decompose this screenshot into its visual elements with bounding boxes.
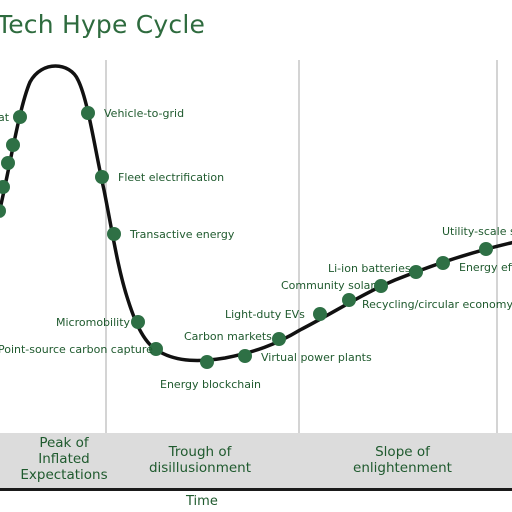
tech-node[interactable] bbox=[272, 332, 286, 346]
tech-node[interactable] bbox=[0, 204, 6, 218]
tech-node[interactable] bbox=[238, 349, 252, 363]
tech-labels: at Vehicle-to-grid Fleet electrification… bbox=[0, 107, 512, 391]
tech-label: Recycling/circular economy bbox=[362, 298, 512, 311]
tech-node[interactable] bbox=[374, 279, 388, 293]
time-axis-line bbox=[0, 488, 512, 491]
tech-node[interactable] bbox=[200, 355, 214, 369]
tech-label: Transactive energy bbox=[129, 228, 235, 241]
page-title: Tech Hype Cycle bbox=[0, 10, 206, 39]
tech-label: Carbon markets bbox=[184, 330, 272, 343]
tech-label: Point-source carbon capture bbox=[0, 343, 153, 356]
tech-label: Community solar bbox=[281, 279, 375, 292]
tech-node[interactable] bbox=[149, 342, 163, 356]
tech-node[interactable] bbox=[95, 170, 109, 184]
tech-node[interactable] bbox=[1, 156, 15, 170]
tech-label: Li-ion batteries bbox=[328, 262, 411, 275]
tech-node[interactable] bbox=[409, 265, 423, 279]
phase-band bbox=[0, 433, 512, 488]
tech-label: Fleet electrification bbox=[118, 171, 224, 184]
tech-node[interactable] bbox=[436, 256, 450, 270]
tech-node[interactable] bbox=[107, 227, 121, 241]
tech-label: Energy blockchain bbox=[160, 378, 261, 391]
tech-label: Micromobility bbox=[56, 316, 131, 329]
tech-label: Light-duty EVs bbox=[225, 308, 305, 321]
tech-node[interactable] bbox=[342, 293, 356, 307]
phase-label-trough: Trough of disillusionment bbox=[148, 444, 252, 476]
tech-node[interactable] bbox=[13, 110, 27, 124]
tech-node[interactable] bbox=[0, 180, 10, 194]
tech-node[interactable] bbox=[6, 138, 20, 152]
tech-node[interactable] bbox=[479, 242, 493, 256]
tech-label: at bbox=[0, 111, 10, 124]
tech-label: Energy eff bbox=[459, 261, 512, 274]
tech-node[interactable] bbox=[131, 315, 145, 329]
tech-label: Utility-scale s bbox=[442, 225, 512, 238]
tech-nodes bbox=[0, 106, 493, 369]
tech-node[interactable] bbox=[81, 106, 95, 120]
phase-label-slope: Slope of enlightenment bbox=[353, 444, 452, 476]
tech-node[interactable] bbox=[313, 307, 327, 321]
phase-label-peak: Peak of Inflated Expectations bbox=[20, 435, 108, 483]
tech-label: Vehicle-to-grid bbox=[104, 107, 184, 120]
tech-label: Virtual power plants bbox=[261, 351, 372, 364]
time-axis-label: Time bbox=[186, 494, 218, 509]
